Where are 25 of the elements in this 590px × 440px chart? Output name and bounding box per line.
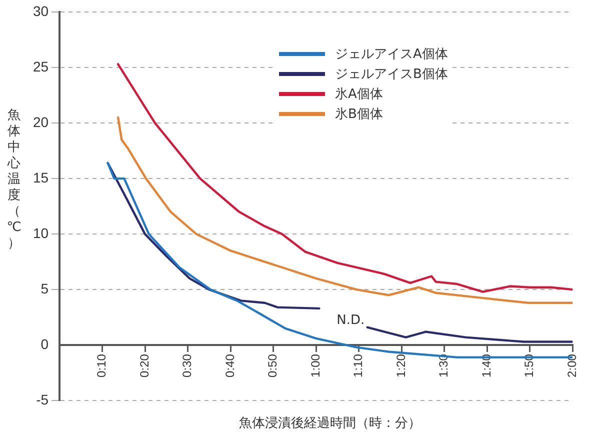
x-tick-label: 0:10	[94, 354, 109, 378]
y-tick-label: 5	[40, 280, 49, 296]
x-tick-label: 1:20	[394, 354, 408, 378]
x-tick-label: 0:30	[180, 354, 194, 378]
x-tick-label: 0:40	[222, 354, 237, 378]
y-tick-label: 20	[32, 114, 49, 130]
legend-label: ジェルアイスA個体	[335, 46, 448, 63]
text: 魚体中心温度（℃）	[6, 108, 22, 251]
x-tick-label: 1:50	[522, 354, 536, 378]
legend-label: 氷B個体	[335, 106, 383, 123]
y-tick-label: -5	[36, 391, 49, 408]
y-tick-label: 15	[32, 169, 49, 186]
y-tick-label: 0	[40, 336, 49, 352]
y-tick-label: 10	[32, 224, 49, 241]
x-tick-label: 1:10	[351, 354, 366, 378]
x-tick-label: 1:00	[308, 354, 322, 378]
y-tick-label: 30	[32, 2, 49, 19]
legend-label: 氷A個体	[335, 86, 383, 103]
annotation: N.D.	[336, 313, 365, 328]
x-tick-label: 2:00	[564, 354, 579, 378]
x-axis-title: 魚体浸漬後経過時間（時：分）	[238, 415, 422, 432]
y-tick-label: 25	[32, 58, 49, 74]
legend-label: ジェルアイスB個体	[335, 66, 448, 83]
x-tick-label: 0:20	[137, 354, 152, 378]
x-tick-label: 0:50	[266, 354, 280, 378]
